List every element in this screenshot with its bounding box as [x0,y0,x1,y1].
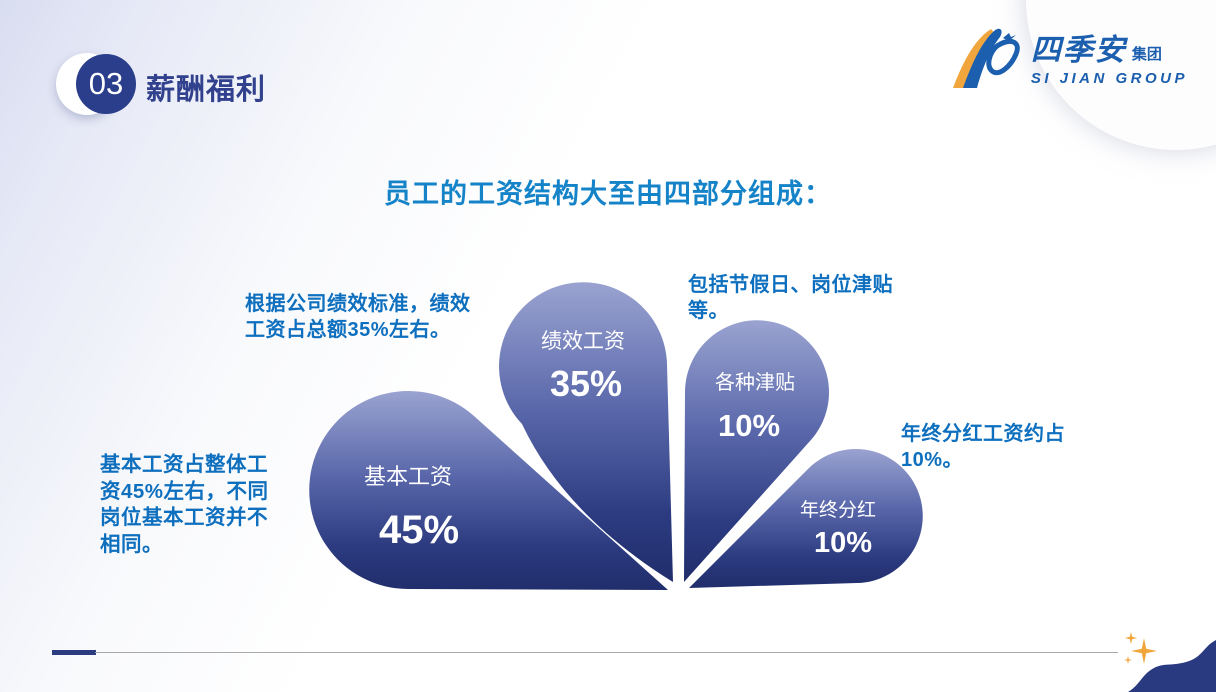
petal-basic-value: 45% [379,508,459,552]
logo-name-cn: 四季安 [1030,33,1127,67]
section-badge: 03 [56,52,176,116]
footer-divider-line [95,652,1118,653]
logo-text: 四季安 集团 SI JIAN GROUP [1030,33,1188,87]
slide-heading: 员工的工资结构大至由四部分组成： [384,179,832,209]
footer-accent-bar [52,650,96,655]
petal-allowances-label: 各种津贴 [715,371,795,394]
annotation-performance: 根据公司绩效标准，绩效工资占总额35%左右。 [245,293,471,341]
logo-suffix-cn: 集团 [1131,45,1162,63]
petal-bonus-value: 10% [814,527,872,559]
section-number: 03 [88,66,124,101]
section-number-badge: 03 [76,54,136,114]
company-logo: 四季安 集团 SI JIAN GROUP [949,26,1188,96]
petal-basic-label: 基本工资 [364,464,452,489]
petal-basic-salary [309,391,668,590]
logo-mountain-icon [952,28,1020,88]
petal-allowances [684,320,829,582]
petal-performance-value: 35% [550,363,622,404]
petal-bonus-label: 年终分红 [800,499,876,521]
petal-allowances-value: 10% [718,408,780,443]
section-title: 薪酬福利 [146,74,267,106]
petal-performance-label: 绩效工资 [541,330,625,353]
sparkle-icon [1124,632,1157,664]
annotation-allowance: 包括节假日、岗位津贴等。 [688,274,893,322]
petal-yearend-bonus [689,449,923,588]
annotation-base: 基本工资占整体工资45%左右，不同岗位基本工资并不相同。 [100,453,269,556]
logo-name-en: SI JIAN GROUP [1030,69,1188,87]
corner-wave-shape [1128,640,1216,692]
petal-performance-salary [499,282,673,582]
annotation-bonus: 年终分红工资约占10%。 [901,423,1065,471]
